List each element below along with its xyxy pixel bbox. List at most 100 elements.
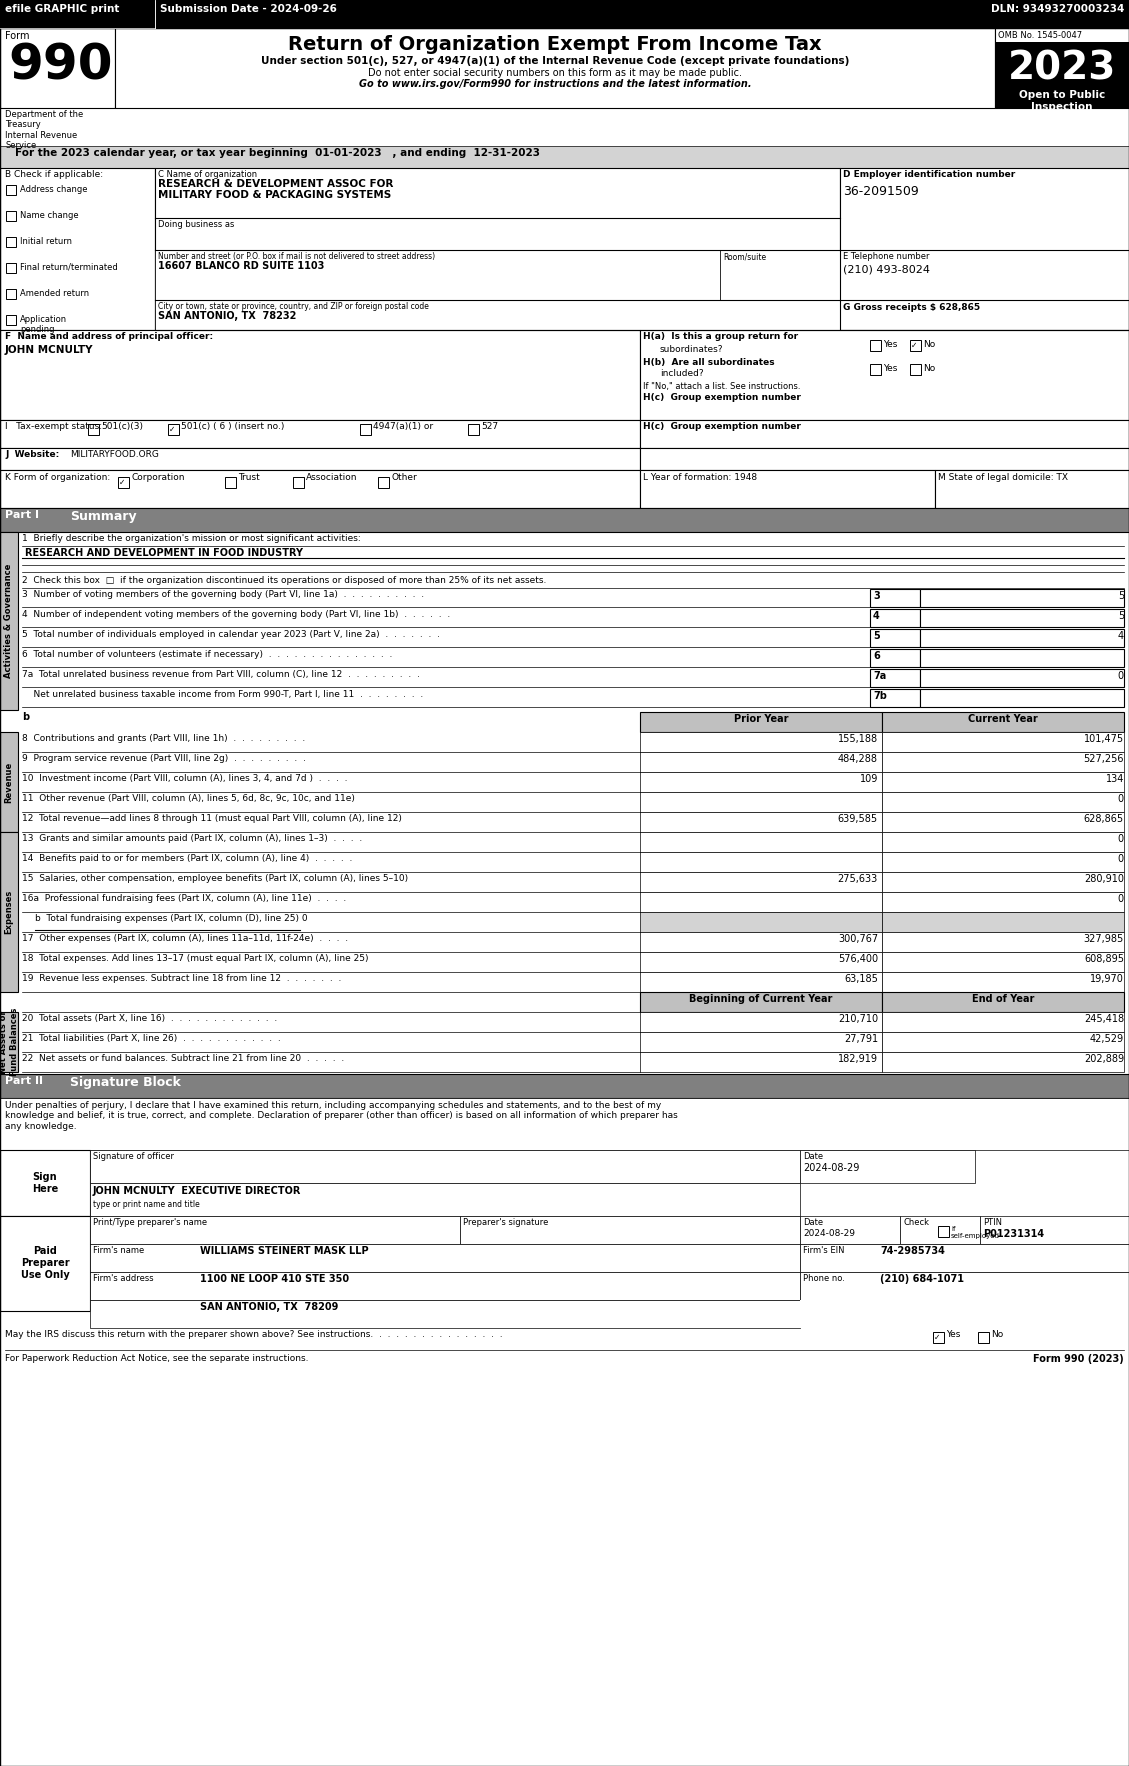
Bar — [155, 251, 720, 300]
Bar — [640, 971, 882, 992]
Text: H(c)  Group exemption number: H(c) Group exemption number — [644, 422, 800, 431]
Text: 101,475: 101,475 — [1084, 735, 1124, 743]
Bar — [0, 420, 640, 449]
Bar — [640, 1012, 882, 1031]
Text: 0: 0 — [1118, 855, 1124, 864]
Bar — [995, 28, 1129, 108]
Text: Check: Check — [903, 1219, 929, 1227]
Text: Final return/terminated: Final return/terminated — [20, 263, 117, 272]
Text: D Employer identification number: D Employer identification number — [843, 170, 1015, 178]
Text: 6  Total number of volunteers (estimate if necessary)  .  .  .  .  .  .  .  .  .: 6 Total number of volunteers (estimate i… — [21, 650, 393, 659]
Bar — [90, 1183, 800, 1217]
Text: RESEARCH & DEVELOPMENT ASSOC FOR: RESEARCH & DEVELOPMENT ASSOC FOR — [158, 178, 393, 189]
Text: efile GRAPHIC print: efile GRAPHIC print — [5, 4, 120, 14]
Bar — [640, 772, 882, 791]
Bar — [900, 1217, 980, 1243]
Text: included?: included? — [660, 369, 703, 378]
Text: Form 990 (2023): Form 990 (2023) — [1033, 1355, 1124, 1363]
Text: Trust: Trust — [238, 473, 260, 482]
Bar — [920, 609, 1124, 627]
Bar — [640, 932, 882, 952]
Bar — [6, 290, 16, 298]
Text: For the 2023 calendar year, or tax year beginning  01-01-2023   , and ending  12: For the 2023 calendar year, or tax year … — [15, 148, 540, 157]
Text: Summary: Summary — [70, 510, 137, 523]
Text: Print/Type preparer's name: Print/Type preparer's name — [93, 1219, 207, 1227]
Text: 11  Other revenue (Part VIII, column (A), lines 5, 6d, 8c, 9c, 10c, and 11e): 11 Other revenue (Part VIII, column (A),… — [21, 795, 355, 804]
Bar — [640, 791, 882, 812]
Bar — [882, 772, 1124, 791]
Bar — [882, 731, 1124, 752]
Text: ✓: ✓ — [119, 479, 125, 487]
Bar — [938, 1226, 949, 1236]
Text: Yes: Yes — [946, 1330, 961, 1339]
Text: G Gross receipts $ 628,865: G Gross receipts $ 628,865 — [843, 304, 980, 313]
Bar — [910, 364, 921, 374]
Text: 20  Total assets (Part X, line 16)  .  .  .  .  .  .  .  .  .  .  .  .  .: 20 Total assets (Part X, line 16) . . . … — [21, 1014, 278, 1023]
Text: Net Assets or
Fund Balances: Net Assets or Fund Balances — [0, 1008, 19, 1075]
Text: Yes: Yes — [883, 364, 898, 373]
Text: Beginning of Current Year: Beginning of Current Year — [690, 994, 833, 1005]
Bar — [870, 341, 881, 351]
Text: Name change: Name change — [20, 210, 79, 221]
Bar — [294, 477, 304, 487]
Text: 18  Total expenses. Add lines 13–17 (must equal Part IX, column (A), line 25): 18 Total expenses. Add lines 13–17 (must… — [21, 954, 368, 962]
Bar — [0, 1074, 1129, 1098]
Bar — [0, 1150, 90, 1217]
Bar — [840, 168, 1129, 330]
Text: Expenses: Expenses — [5, 890, 14, 934]
Text: 501(c)(3): 501(c)(3) — [100, 422, 143, 431]
Text: Room/suite: Room/suite — [723, 253, 767, 261]
Bar — [640, 470, 935, 509]
Bar — [640, 752, 882, 772]
Text: 0: 0 — [1118, 795, 1124, 804]
Text: 2024-08-29: 2024-08-29 — [803, 1229, 855, 1238]
Text: 300,767: 300,767 — [838, 934, 878, 945]
Text: 275,633: 275,633 — [838, 874, 878, 885]
Bar — [90, 1150, 800, 1183]
Text: JOHN MCNULTY: JOHN MCNULTY — [5, 344, 94, 355]
Bar — [995, 42, 1129, 108]
Bar — [640, 892, 882, 911]
Text: Return of Organization Exempt From Income Tax: Return of Organization Exempt From Incom… — [288, 35, 822, 55]
Bar — [640, 812, 882, 832]
Text: 10  Investment income (Part VIII, column (A), lines 3, 4, and 7d )  .  .  .  .: 10 Investment income (Part VIII, column … — [21, 774, 348, 782]
Text: No: No — [924, 341, 935, 350]
Text: 527: 527 — [481, 422, 498, 431]
Text: ✓: ✓ — [934, 1333, 940, 1342]
Bar — [640, 1031, 882, 1053]
Bar — [0, 330, 640, 420]
Text: Firm's EIN: Firm's EIN — [803, 1247, 844, 1256]
Text: 42,529: 42,529 — [1089, 1035, 1124, 1044]
Text: RESEARCH AND DEVELOPMENT IN FOOD INDUSTRY: RESEARCH AND DEVELOPMENT IN FOOD INDUSTR… — [25, 547, 303, 558]
Text: 501(c) ( 6 ) (insert no.): 501(c) ( 6 ) (insert no.) — [181, 422, 285, 431]
Text: H(a)  Is this a group return for: H(a) Is this a group return for — [644, 332, 798, 341]
Text: WILLIAMS STEINERT MASK LLP: WILLIAMS STEINERT MASK LLP — [200, 1247, 369, 1256]
Text: May the IRS discuss this return with the preparer shown above? See instructions.: May the IRS discuss this return with the… — [5, 1330, 502, 1339]
Text: 14  Benefits paid to or for members (Part IX, column (A), line 4)  .  .  .  .  .: 14 Benefits paid to or for members (Part… — [21, 855, 352, 864]
Text: 639,585: 639,585 — [838, 814, 878, 825]
Bar — [882, 952, 1124, 971]
Text: 13  Grants and similar amounts paid (Part IX, column (A), lines 1–3)  .  .  .  .: 13 Grants and similar amounts paid (Part… — [21, 834, 362, 842]
Text: Revenue: Revenue — [5, 761, 14, 802]
Bar — [920, 590, 1124, 608]
Text: I   Tax-exempt status:: I Tax-exempt status: — [5, 422, 102, 431]
Bar — [0, 28, 115, 108]
Text: ✓: ✓ — [911, 341, 918, 350]
Text: 12  Total revenue—add lines 8 through 11 (must equal Part VIII, column (A), line: 12 Total revenue—add lines 8 through 11 … — [21, 814, 402, 823]
Bar — [0, 1098, 1129, 1150]
Text: Yes: Yes — [883, 341, 898, 350]
Bar — [800, 1217, 900, 1243]
Text: MILITARYFOOD.ORG: MILITARYFOOD.ORG — [70, 450, 159, 459]
Text: 210,710: 210,710 — [838, 1014, 878, 1024]
Text: Signature Block: Signature Block — [70, 1075, 181, 1090]
Text: M State of legal domicile: TX: M State of legal domicile: TX — [938, 473, 1068, 482]
Text: type or print name and title: type or print name and title — [93, 1201, 200, 1210]
Text: 245,418: 245,418 — [1084, 1014, 1124, 1024]
Text: JOHN MCNULTY  EXECUTIVE DIRECTOR: JOHN MCNULTY EXECUTIVE DIRECTOR — [93, 1187, 301, 1196]
Bar — [0, 1217, 90, 1310]
Text: 4: 4 — [1118, 630, 1124, 641]
Bar — [90, 1217, 460, 1243]
Bar — [0, 147, 1129, 168]
Text: 5  Total number of individuals employed in calendar year 2023 (Part V, line 2a) : 5 Total number of individuals employed i… — [21, 630, 440, 639]
Bar — [155, 300, 840, 330]
